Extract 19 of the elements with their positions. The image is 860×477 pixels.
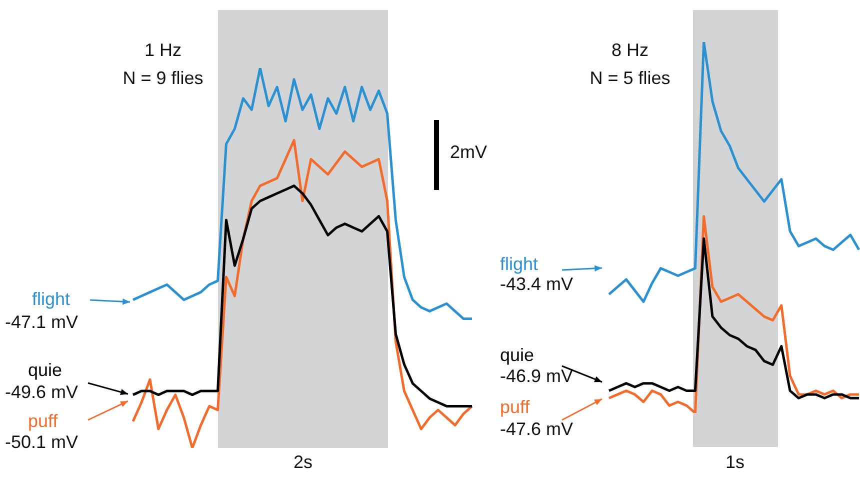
text: -50.1 mV (5, 432, 78, 453)
legend-label: puff (500, 397, 530, 418)
text: -47.1 mV (5, 312, 78, 333)
text: quie (500, 345, 534, 366)
text: 2s (293, 452, 313, 473)
chart-title: 1 Hz (144, 40, 182, 61)
text: -43.4 mV (500, 274, 574, 295)
legend-label: flight (32, 289, 70, 310)
text: -49.6 mV (5, 382, 78, 403)
legend-label: puff (28, 411, 58, 432)
text: N = 5 flies (590, 68, 670, 89)
text: 1s (725, 452, 745, 473)
chart-title: 8 Hz (611, 40, 649, 61)
annotation: 2mV (450, 142, 488, 163)
text: quie (28, 360, 62, 381)
text: -46.9 mV (500, 366, 574, 387)
chart-subtitle: N = 9 flies (122, 68, 204, 89)
legend-label: flight (500, 254, 538, 275)
text: -47.6 mV (500, 419, 574, 440)
